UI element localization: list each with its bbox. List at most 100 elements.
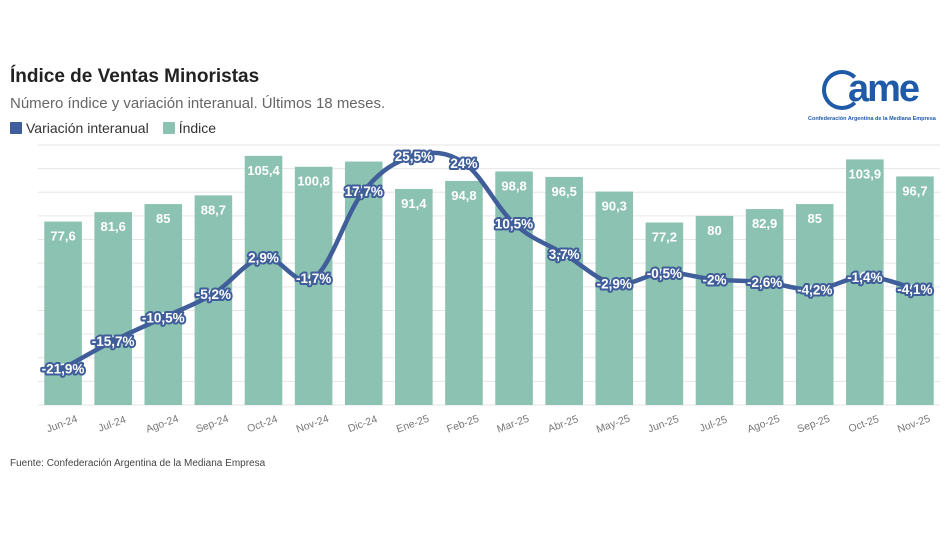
- bar-Ago-24: [144, 204, 183, 405]
- bar-label-Sep-25: 85: [807, 211, 821, 226]
- line-label-Ene-25: 25,5%: [395, 149, 433, 164]
- x-tick-Ago-24: Ago-24: [144, 413, 180, 436]
- line-point-Ago-24: [158, 312, 169, 323]
- bar-Jul-24: [94, 212, 132, 405]
- line-label-Feb-25: 24%: [450, 156, 477, 171]
- bar-label-Jul-24: 81,6: [101, 219, 126, 234]
- bar-label-Mar-25: 98,8: [501, 178, 526, 193]
- x-tick-Jun-24: Jun-24: [45, 413, 79, 435]
- line-label-Mar-25: 10,5%: [495, 216, 533, 231]
- chart-subtitle: Número índice y variación interanual. Úl…: [10, 95, 386, 112]
- bar-label-Oct-24: 105,4: [247, 163, 280, 178]
- line-point-Jul-24: [107, 335, 119, 347]
- bar-label-Jun-24: 77,6: [50, 229, 75, 244]
- line-label-Jun-25: -0,5%: [647, 266, 682, 281]
- line-label-Jun-24: -21,9%: [42, 362, 85, 377]
- line-label-Sep-24: -5,2%: [196, 287, 231, 302]
- bar-Jun-24: [44, 221, 82, 405]
- line-label-Dic-24: 17,7%: [345, 184, 383, 199]
- x-tick-Feb-25: Feb-25: [445, 413, 481, 436]
- bar-Sep-25: [795, 204, 834, 405]
- line-point-Feb-25: [458, 157, 470, 169]
- bar-label-Feb-25: 94,8: [451, 188, 476, 203]
- chart-title: Índice de Ventas Minoristas: [10, 66, 260, 87]
- bar-label-Ene-25: 91,4: [401, 196, 427, 211]
- x-tick-Oct-24: Oct-24: [246, 413, 280, 435]
- line-label-Jul-25: -2%: [702, 272, 726, 287]
- legend: Variación interanual Índice: [10, 120, 216, 136]
- line-point-Sep-24: [208, 288, 219, 300]
- x-tick-Abr-25: Abr-25: [546, 413, 580, 435]
- logo-mark: ame: [848, 68, 920, 110]
- bar-label-Nov-24: 100,8: [297, 174, 330, 189]
- bar-Ago-25: [745, 209, 784, 405]
- line-point-Nov-24: [308, 272, 319, 284]
- line-label-Oct-25: -1,4%: [847, 270, 882, 285]
- x-tick-May-25: May-25: [595, 413, 632, 436]
- x-tick-Sep-24: Sep-24: [194, 413, 230, 436]
- bar-Nov-24: [294, 166, 333, 405]
- bar-Feb-25: [445, 180, 483, 405]
- bar-Abr-25: [545, 176, 583, 405]
- legend-item-variacion: Variación interanual: [10, 120, 149, 136]
- bar-Jun-25: [645, 222, 684, 405]
- line-point-May-25: [609, 278, 620, 289]
- x-tick-Sep-25: Sep-25: [796, 413, 832, 436]
- bar-label-Jul-25: 80: [707, 223, 721, 238]
- line-label-Oct-24: 2,9%: [248, 251, 279, 266]
- bar-label-Ago-24: 85: [156, 211, 170, 226]
- bar-label-Oct-25: 103,9: [849, 166, 882, 181]
- line-label-Sep-25: -4,2%: [797, 282, 832, 297]
- line-point-Mar-25: [508, 218, 520, 229]
- bars: [44, 155, 934, 405]
- legend-item-indice: Índice: [162, 120, 217, 136]
- x-tick-Oct-25: Oct-25: [847, 413, 881, 435]
- legend-label-variacion: Variación interanual: [26, 120, 149, 136]
- bar-label-Abr-25: 96,5: [552, 184, 577, 199]
- logo-caption: Confederación Argentina de la Mediana Em…: [808, 116, 936, 122]
- line-point-Oct-24: [258, 252, 269, 263]
- line-point-Dic-24: [358, 185, 369, 197]
- bar-Jul-25: [695, 215, 734, 405]
- legend-label-indice: Índice: [178, 120, 217, 136]
- bar-label-Sep-24: 88,7: [201, 202, 226, 217]
- variation-line: [61, 150, 916, 371]
- line-series: -21,9% -15,7% -10,5% -5,2% 2,9% -1,7% 17,7% 25,…: [40, 147, 935, 378]
- bar-label-Jun-25: 77,2: [652, 230, 677, 245]
- x-tick-Jun-25: Jun-25: [646, 413, 680, 435]
- line-point-Abr-25: [558, 248, 570, 260]
- bar-Oct-24: [244, 155, 283, 405]
- came-logo: ame Confederación Argentina de la Median…: [808, 66, 938, 128]
- bar-Ene-25: [395, 188, 433, 405]
- line-point-Sep-25: [809, 284, 820, 295]
- x-tick-Nov-25: Nov-25: [896, 413, 932, 436]
- line-point-Jun-25: [659, 267, 670, 279]
- line-label-Abr-25: 3,7%: [549, 247, 580, 262]
- legend-swatch-line: [10, 122, 22, 134]
- bar-label-May-25: 90,3: [602, 199, 627, 214]
- combo-chart: 77,6 81,6 85 88,7 105,4 100,8 91,4 94,8 98,8 96,5…: [38, 144, 940, 436]
- line-point-Jul-25: [709, 274, 720, 285]
- line-point-Jun-24: [57, 363, 69, 374]
- x-tick-Jul-25: Jul-25: [698, 414, 729, 435]
- line-point-Ago-25: [759, 276, 770, 288]
- x-tick-Ago-25: Ago-25: [746, 413, 782, 436]
- bar-Dic-24: [344, 161, 383, 405]
- x-tick-Jul-24: Jul-24: [97, 414, 128, 435]
- bar-Oct-25: [846, 159, 884, 405]
- bar-May-25: [595, 191, 634, 405]
- line-point-Ene-25: [408, 150, 420, 162]
- source-note: Fuente: Confederación Argentina de la Me…: [10, 458, 266, 469]
- line-point-Nov-25: [909, 283, 921, 295]
- x-tick-Mar-25: Mar-25: [495, 413, 531, 436]
- legend-swatch-bar: [162, 122, 175, 134]
- line-label-May-25: -2,9%: [597, 277, 632, 292]
- bar-label-Ago-25: 82,9: [752, 216, 777, 231]
- bar-labels: 77,6 81,6 85 88,7 105,4 100,8 91,4 94,8 98,8 96,5…: [50, 163, 927, 245]
- line-label-Ago-25: -2,6%: [747, 275, 782, 290]
- x-tick-Nov-24: Nov-24: [295, 413, 331, 436]
- bar-label-Nov-25: 96,7: [902, 183, 927, 198]
- line-label-Nov-24: -1,7%: [296, 271, 331, 286]
- line-point-Oct-25: [859, 271, 871, 283]
- x-tick-Dic-24: Dic-24: [346, 413, 379, 435]
